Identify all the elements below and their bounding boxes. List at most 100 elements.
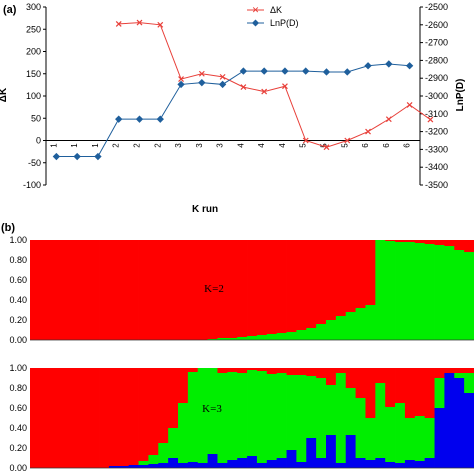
legend: ✕ ΔK LnP(D) — [247, 5, 299, 28]
lnp-point — [135, 115, 144, 123]
individual-bar — [237, 240, 248, 340]
left-tick-label: 150 — [26, 69, 41, 79]
individual-bar — [49, 368, 60, 468]
x-tick-label: 6 — [403, 143, 412, 148]
lnp-point — [322, 68, 331, 76]
right-tick-label: -3000 — [425, 91, 448, 101]
delta-k-point — [302, 137, 309, 144]
lnp-point — [52, 152, 61, 161]
individual-bar — [30, 368, 41, 468]
delta-k-point — [365, 128, 371, 135]
x-tick-label: 3 — [216, 143, 225, 148]
x-tick-label: 6 — [361, 143, 370, 148]
individual-bar — [375, 240, 386, 340]
k2-structure-plot — [30, 240, 474, 341]
individual-bar — [395, 368, 406, 468]
individual-bar — [296, 240, 307, 340]
k3-annotation: K=3 — [202, 403, 222, 415]
lnp-point — [239, 67, 248, 75]
left-tick-label: 200 — [26, 47, 41, 57]
delta-k-point — [261, 88, 268, 95]
individual-bar — [464, 240, 474, 340]
individual-bar — [316, 368, 327, 468]
left-axis-label: ΔK — [0, 87, 9, 102]
individual-bar — [414, 368, 426, 468]
left-tick-label: -50 — [28, 158, 41, 168]
lnp-point — [281, 67, 289, 75]
right-tick-label: -3500 — [425, 180, 448, 190]
delta-k-lnp-chart: -100 -50 0 50 100 150 200 250 300 -2500 -2600 -270… — [0, 2, 466, 215]
individual-bar — [158, 240, 169, 340]
individual-bar — [355, 240, 366, 340]
delta-k-point — [344, 137, 351, 144]
left-tick-label: 300 — [26, 2, 41, 12]
x-tick-label: 1 — [49, 143, 58, 148]
left-tick-label: 100 — [26, 91, 41, 101]
individual-bar — [138, 240, 149, 340]
individual-bar — [99, 240, 110, 340]
k2-annotation: K=2 — [204, 283, 224, 295]
individual-bar — [217, 368, 228, 468]
panel-b-label: (b) — [1, 222, 15, 234]
lnp-point — [115, 115, 123, 123]
individual-bar — [375, 368, 386, 468]
y-tick-label: 0.80 — [9, 255, 27, 265]
individual-bar — [39, 240, 51, 340]
individual-bar — [414, 240, 426, 340]
lnp-point — [73, 152, 81, 161]
lnp-point — [156, 115, 164, 123]
individual-bar — [385, 240, 396, 340]
x-tick-label: 2 — [153, 143, 162, 148]
individual-bar — [227, 240, 238, 340]
left-tick-label: -100 — [23, 180, 41, 190]
lnp-point — [218, 80, 227, 89]
delta-k-point — [178, 76, 184, 83]
individual-bar — [256, 368, 268, 468]
left-tick-label: 50 — [31, 113, 41, 123]
lnp-point — [198, 78, 206, 87]
individual-bar — [108, 240, 120, 340]
x-tick-label: 3 — [195, 143, 204, 148]
individual-bar — [108, 368, 120, 468]
individual-bar — [454, 368, 465, 468]
individual-bar — [128, 240, 139, 340]
right-tick-label: -2800 — [425, 55, 448, 65]
individual-bar — [30, 240, 41, 340]
individual-bar — [99, 368, 110, 468]
delta-k-point — [157, 21, 164, 28]
individual-bar — [168, 240, 179, 340]
individual-bar — [306, 368, 317, 468]
individual-bar — [128, 368, 139, 468]
right-tick-label: -3200 — [425, 127, 448, 137]
individual-bar — [335, 368, 347, 468]
individual-bar — [316, 240, 327, 340]
x-tick-label: 1 — [91, 143, 100, 148]
individual-bar — [444, 368, 455, 468]
k3-structure-plot — [30, 368, 474, 469]
y-tick-label: 0.60 — [9, 403, 27, 413]
x-tick-label: 4 — [257, 143, 266, 148]
individual-bar — [326, 240, 337, 340]
delta-k-point — [219, 73, 226, 80]
individual-bar — [247, 240, 258, 340]
individual-bar — [49, 240, 60, 340]
individual-bar — [276, 368, 287, 468]
delta-k-point — [385, 116, 392, 123]
delta-k-point — [427, 116, 434, 123]
delta-k-point — [240, 84, 247, 91]
y-tick-label: 0.00 — [9, 335, 27, 345]
individual-bar — [207, 368, 218, 468]
individual-bar — [345, 240, 356, 340]
y-tick-label: 0.60 — [9, 275, 27, 285]
panel-a-label: (a) — [3, 4, 17, 16]
individual-bar — [326, 368, 337, 468]
individual-bar — [434, 240, 445, 340]
lnp-point — [260, 67, 268, 75]
individual-bar — [365, 240, 376, 340]
individual-bar — [217, 240, 228, 340]
left-tick-label: 0 — [36, 136, 41, 146]
individual-bar — [266, 240, 278, 340]
lnp-point — [385, 60, 393, 68]
lnp-point — [94, 152, 102, 161]
